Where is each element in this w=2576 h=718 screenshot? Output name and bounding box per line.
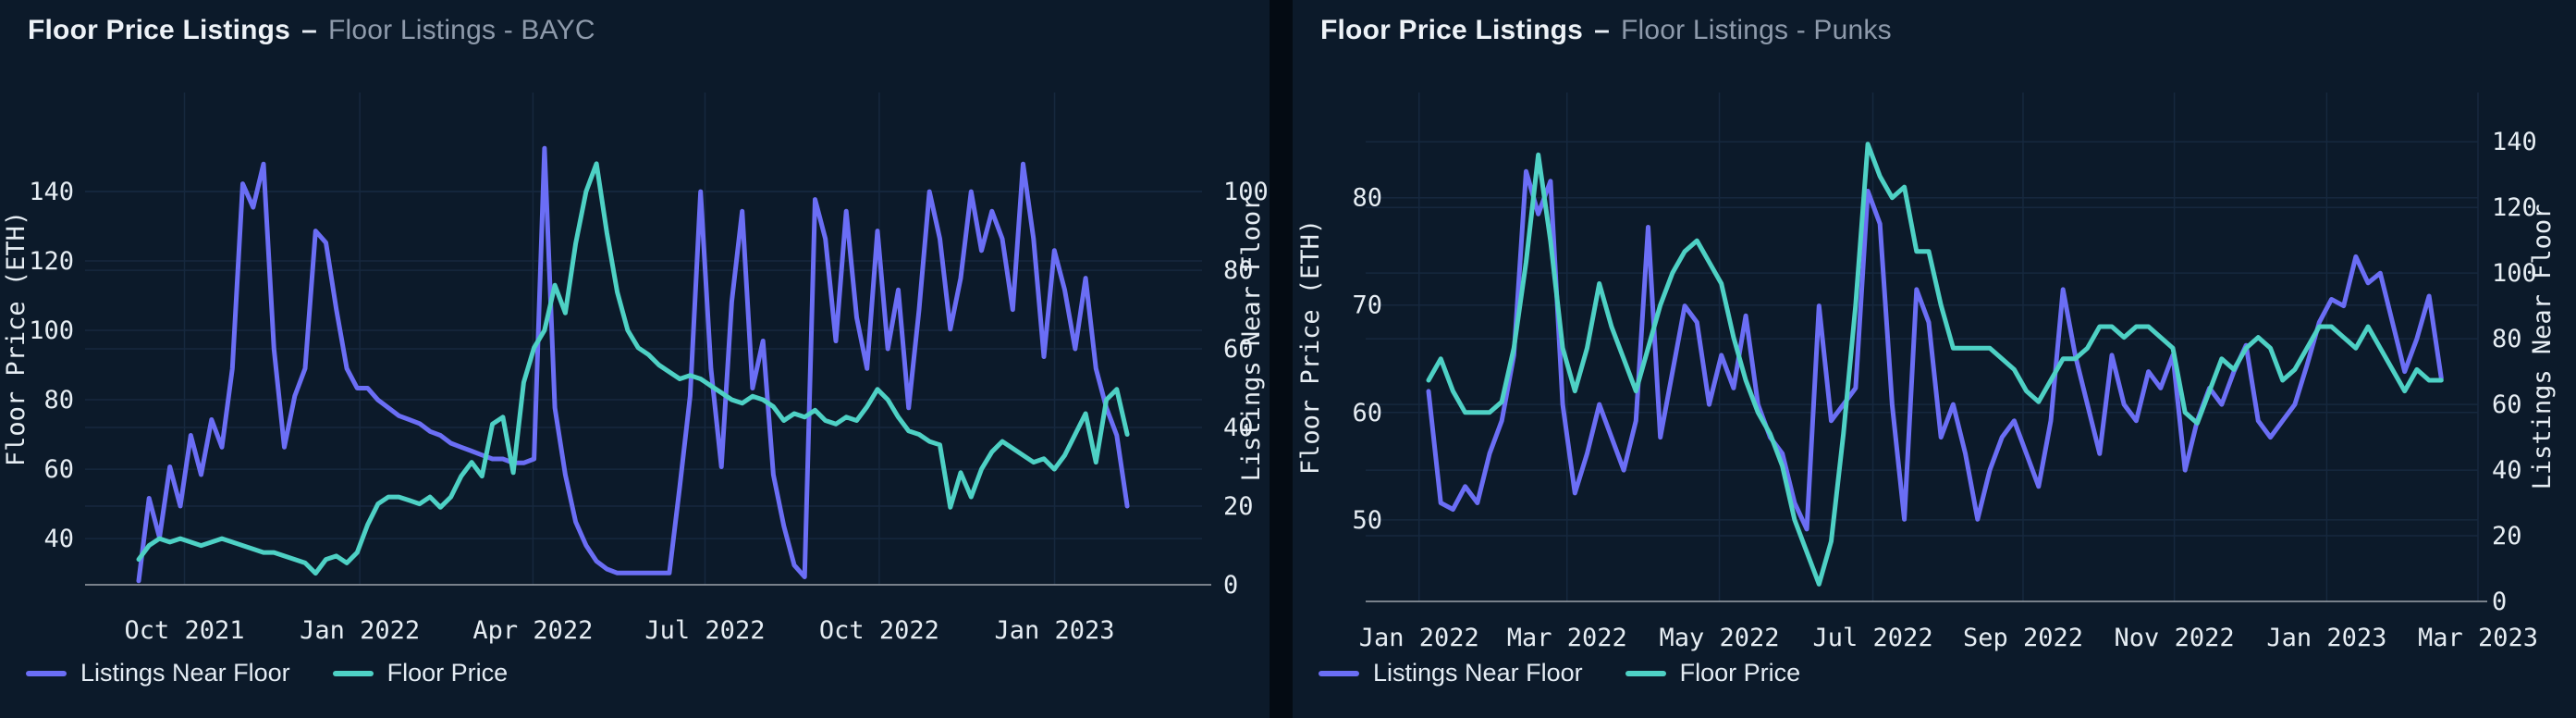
legend-label: Floor Price — [386, 659, 509, 687]
legend-label: Listings Near Floor — [1373, 659, 1583, 687]
svg-text:60: 60 — [1223, 335, 1254, 364]
chart-canvas: 50 60 70 80 0 20 40 60 80 100 120 140 Jan 2022 Mar 20… — [1296, 93, 2557, 652]
svg-text:Mar 2022: Mar 2022 — [1507, 624, 1627, 652]
legend-swatch — [26, 670, 67, 676]
svg-text:60: 60 — [2492, 390, 2522, 419]
chart-subtitle: Floor Listings - Punks — [1620, 15, 1892, 45]
svg-text:70: 70 — [1352, 291, 1382, 320]
legend-label: Floor Price — [1679, 659, 1801, 687]
chart-title-punks: Floor Price Listings – Floor Listings - Pu… — [1320, 15, 1892, 46]
series-line-floor-price — [136, 161, 1130, 576]
chart-panel-bayc: Floor Price Listings – Floor Listings - BA… — [0, 0, 1270, 718]
chart-bayc[interactable]: 40 60 80 100 120 140 0 20 40 60 80 100 Oct 2021 Jan 2… — [0, 0, 1270, 718]
svg-text:Apr 2022: Apr 2022 — [472, 616, 593, 645]
svg-text:20: 20 — [1223, 492, 1254, 521]
svg-text:Jul 2022: Jul 2022 — [1813, 624, 1933, 652]
svg-text:80: 80 — [2492, 325, 2522, 353]
svg-text:20: 20 — [2492, 522, 2522, 551]
legend-swatch — [332, 670, 374, 676]
grid-lines — [85, 93, 1202, 585]
legend-item-listings-near-floor[interactable]: Listings Near Floor — [1319, 659, 1583, 687]
chart-title-main: Floor Price Listings — [28, 15, 291, 45]
svg-text:40: 40 — [2492, 456, 2522, 485]
series-line-listings-near-floor — [1426, 168, 2444, 532]
svg-text:60: 60 — [43, 455, 74, 484]
svg-text:80: 80 — [1352, 184, 1382, 213]
chart-title-bayc: Floor Price Listings – Floor Listings - BA… — [28, 15, 595, 46]
svg-text:Mar 2023: Mar 2023 — [2418, 624, 2538, 652]
svg-text:80: 80 — [1223, 256, 1254, 285]
legend-item-floor-price[interactable]: Floor Price — [1625, 659, 1801, 687]
title-separator: – — [301, 15, 317, 45]
svg-text:Nov 2022: Nov 2022 — [2115, 624, 2235, 652]
svg-text:40: 40 — [1223, 414, 1254, 442]
y-axis-label-right: Listings Near Floor — [2528, 204, 2557, 490]
legend-swatch — [1319, 670, 1359, 676]
svg-text:Oct 2022: Oct 2022 — [819, 616, 939, 645]
y-axis-ticks-left: 50 60 70 80 — [1352, 184, 1382, 535]
chart-subtitle: Floor Listings - BAYC — [327, 15, 595, 45]
chart-canvas: 40 60 80 100 120 140 0 20 40 60 80 100 Oct 2021 Jan 2… — [2, 93, 1269, 645]
svg-text:80: 80 — [43, 386, 74, 415]
legend-item-listings-near-floor[interactable]: Listings Near Floor — [26, 659, 290, 687]
legend-item-floor-price[interactable]: Floor Price — [332, 659, 509, 687]
svg-text:50: 50 — [1352, 506, 1382, 535]
x-axis-ticks: Oct 2021 Jan 2022 Apr 2022 Jul 2022 Oct 2022… — [124, 616, 1114, 645]
legend-punks: Listings Near Floor Floor Price — [1319, 659, 1800, 687]
series-line-listings-near-floor — [136, 145, 1130, 584]
legend-swatch — [1625, 670, 1666, 676]
title-separator: – — [1594, 15, 1610, 45]
svg-text:140: 140 — [29, 178, 74, 206]
chart-title-main: Floor Price Listings — [1320, 15, 1584, 45]
svg-text:Jul 2022: Jul 2022 — [644, 616, 765, 645]
svg-text:140: 140 — [2492, 128, 2537, 156]
y-axis-ticks-left: 40 60 80 100 120 140 — [29, 178, 74, 553]
svg-text:40: 40 — [43, 525, 74, 553]
legend-bayc: Listings Near Floor Floor Price — [26, 659, 508, 687]
svg-text:100: 100 — [2492, 259, 2537, 288]
y-axis-label-right: Listings Near Floor — [1237, 196, 1266, 482]
svg-text:Oct 2021: Oct 2021 — [124, 616, 244, 645]
series-line-floor-price — [1426, 142, 2444, 587]
svg-text:Jan 2022: Jan 2022 — [1359, 624, 1479, 652]
svg-text:Jan 2023: Jan 2023 — [995, 616, 1115, 645]
svg-text:0: 0 — [1223, 571, 1238, 600]
y-axis-ticks-right: 0 20 40 60 80 100 — [1223, 178, 1269, 600]
legend-label: Listings Near Floor — [80, 659, 290, 687]
chart-panel-punks: Floor Price Listings – Floor Listings - Pu… — [1293, 0, 2576, 718]
svg-text:Jan 2022: Jan 2022 — [300, 616, 420, 645]
y-axis-label-left: Floor Price (ETH) — [1296, 219, 1325, 475]
y-axis-ticks-right: 0 20 40 60 80 100 120 140 — [2492, 128, 2537, 616]
x-axis-ticks: Jan 2022 Mar 2022 May 2022 Jul 2022 Sep 2022… — [1359, 624, 2538, 652]
svg-text:60: 60 — [1352, 399, 1382, 427]
svg-text:Sep 2022: Sep 2022 — [1963, 624, 2083, 652]
svg-text:100: 100 — [1223, 178, 1269, 206]
svg-text:120: 120 — [29, 247, 74, 276]
svg-text:100: 100 — [29, 316, 74, 345]
chart-punks[interactable]: 50 60 70 80 0 20 40 60 80 100 120 140 Jan 2022 Mar 20… — [1293, 0, 2576, 718]
svg-text:0: 0 — [2492, 588, 2507, 616]
svg-text:May 2022: May 2022 — [1660, 624, 1780, 652]
svg-text:120: 120 — [2492, 193, 2537, 222]
svg-text:Jan 2023: Jan 2023 — [2266, 624, 2386, 652]
y-axis-label-left: Floor Price (ETH) — [2, 211, 31, 466]
